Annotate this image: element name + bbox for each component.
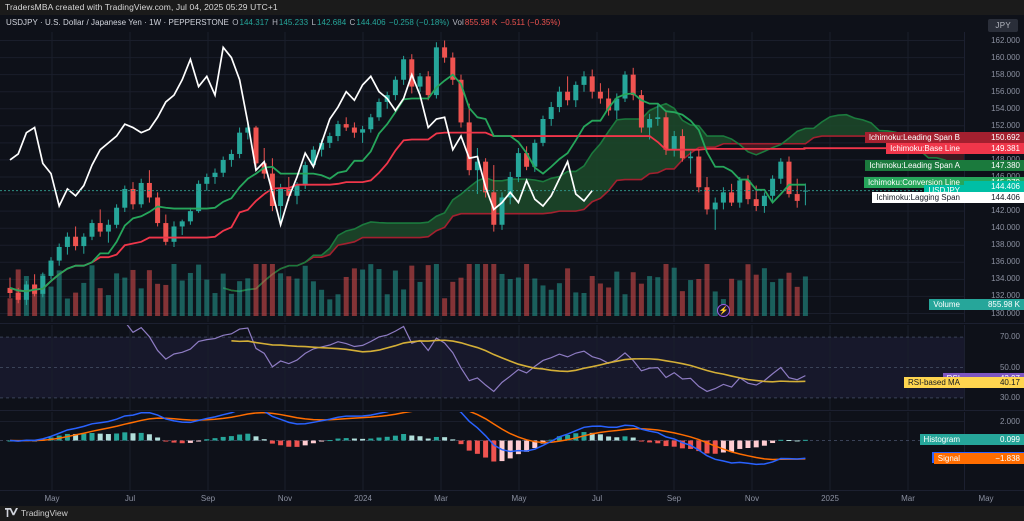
price-badge-label-ichimoku-leading-span-a[interactable]: Ichimoku:Leading Span A [865,159,964,171]
volume-badge[interactable]: 855.98 K [964,298,1024,310]
price-badge-value-ichimoku-base-line: 149.381 [991,143,1020,153]
ichimoku-cloud [223,103,964,292]
time-label[interactable]: May [511,494,527,503]
time-label[interactable]: Mar [434,494,448,503]
price-badge-ichimoku-leading-span-b[interactable]: 150.692 [964,131,1024,143]
time-label[interactable]: 2024 [354,494,372,503]
macd-line [9,412,806,466]
rsi-ma-line [231,339,806,383]
legend-close-value: 144.406 [356,18,386,27]
macd-pane[interactable] [0,412,964,490]
rsi-tick: 30.00 [999,392,1020,402]
footer-brand: TradingView [21,508,68,518]
price-tick: 140.000 [991,223,1020,233]
rsi-pane[interactable] [0,325,964,410]
legend-high-value: 145.233 [278,18,309,27]
price-tick: 156.000 [991,86,1020,96]
price-tick: 138.000 [991,240,1020,250]
macd-signal-line [9,412,806,461]
rsi-line [126,325,806,393]
macd-chart-svg [0,412,964,490]
macd-badge-histogram[interactable]: 0.099 [964,434,1024,446]
legend-close-key: C [349,18,356,27]
legend-title[interactable]: USDJPY · U.S. Dollar / Japanese Yen · 1W… [6,18,229,27]
time-axis[interactable]: May Jul Sep Nov 2024 Mar May Jul Sep Nov 2025 Mar Ma… [0,490,1024,506]
legend-open-key: O [232,18,239,27]
price-tick: 130.000 [991,308,1020,318]
legend-change: −0.258 (−0.18%) [388,18,450,27]
time-label[interactable]: May [44,494,60,503]
time-label[interactable]: 2025 [821,494,839,503]
macd-badge-label-histogram[interactable]: Histogram [919,434,964,446]
price-tick: 136.000 [991,257,1020,267]
price-badge-ichimoku-base-line[interactable]: 149.381 [964,142,1024,154]
price-badge-label-ichimoku-base-line[interactable]: Ichimoku:Base Line [886,142,964,154]
price-pane[interactable] [0,32,964,322]
legend-low-key: L [311,18,316,27]
time-label[interactable]: Nov [277,494,293,503]
rsi-tick: 50.00 [999,362,1020,372]
legend-high-key: H [272,18,278,27]
price-badge-value-ichimoku-leading-span-a: 147.380 [991,160,1020,170]
price-badge-value-last-price: 144.406 [991,182,1020,192]
price-tick: 148.000 [991,155,1020,164]
legend-volume-change: −0.511 (−0.35%) [500,18,561,27]
price-tick: 146.000 [991,173,1020,181]
time-label[interactable]: Sep [200,494,216,503]
time-label[interactable]: Nov [744,494,760,503]
footer-bar: TradingView [0,506,1024,521]
rsi-badge-rsi-based-ma[interactable]: 40.17 [964,376,1024,388]
macd-badge-signal[interactable]: −1.838 [964,452,1024,464]
price-badge-value-ichimoku-leading-span-b: 150.692 [991,132,1020,142]
price-badge-label-ichimoku-conversion-line[interactable]: Ichimoku:Conversion Line [863,176,964,188]
price-tick: 132.000 [991,291,1020,301]
pane-divider-2 [0,410,1024,411]
time-label[interactable]: May [978,494,994,503]
macd-tick: 2.000 [999,416,1020,426]
rsi-badge-label-rsi-based-ma[interactable]: RSI-based MA [903,376,964,388]
price-badge-ichimoku-leading-span-a[interactable]: 147.380 [964,159,1024,171]
price-badge-label-ichimoku-leading-span-b[interactable]: Ichimoku:Leading Span B [864,131,964,143]
legend-volume-value: 855.98 K [464,18,498,27]
rsi-chart-svg [0,325,964,410]
legend-open-value: 144.317 [239,18,269,27]
time-label[interactable]: Mar [901,494,915,503]
legend-low-value: 142.684 [316,18,347,27]
attribution-bar: TradersMBA created with TradingView.com,… [0,0,1024,15]
ichimoku-conversion-line-path [9,73,806,293]
ichimoku-base-line-path [9,131,806,293]
price-tick: 152.000 [991,120,1020,130]
macd-badge-label-signal[interactable]: Signal [933,452,964,464]
legend-volume-key: Vol [452,18,464,27]
ichimoku-leading-span-a-line [222,102,964,293]
pane-divider-1 [0,323,1024,324]
price-chart-svg [0,32,964,322]
tradingview-logo-icon [5,508,18,517]
price-tick: 158.000 [991,69,1020,79]
price-scale[interactable]: 162.000 160.000 158.000 156.000 154.000 152.0… [964,32,1024,322]
price-badge-label-ichimoku-lagging-span[interactable]: Ichimoku:Lagging Span [872,192,964,204]
price-tick: 142.000 [991,206,1020,216]
price-tick: 154.000 [991,103,1020,113]
candlestick-series [7,40,808,305]
volume-badge-label[interactable]: Volume [929,298,964,310]
price-tick: 134.000 [991,274,1020,284]
time-label[interactable]: Jul [591,494,603,503]
volume-histogram [7,264,808,316]
rsi-tick: 70.00 [999,332,1020,342]
price-badge-ichimoku-lagging-span[interactable]: 144.406 [964,192,1024,204]
lightning-icon[interactable]: ⚡ [717,304,730,317]
price-badge-value-ichimoku-lagging-span: 144.406 [991,193,1020,203]
price-badge-label-last-price[interactable]: USDJPY [924,185,964,197]
ichimoku-lagging-span-path [9,45,593,228]
time-label[interactable]: Jul [124,494,136,503]
symbol-legend: USDJPY · U.S. Dollar / Japanese Yen · 1W… [0,15,1024,31]
price-tick: 162.000 [991,35,1020,45]
currency-pill[interactable]: JPY [988,19,1018,32]
price-tick: 160.000 [991,52,1020,62]
time-label[interactable]: Sep [666,494,682,503]
